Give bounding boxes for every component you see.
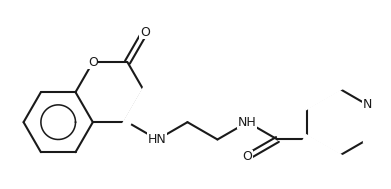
Text: O: O: [88, 56, 98, 69]
Text: N: N: [363, 98, 372, 111]
Text: O: O: [242, 150, 253, 163]
Text: NH: NH: [238, 116, 257, 129]
Text: O: O: [140, 26, 150, 39]
Text: HN: HN: [148, 133, 167, 146]
